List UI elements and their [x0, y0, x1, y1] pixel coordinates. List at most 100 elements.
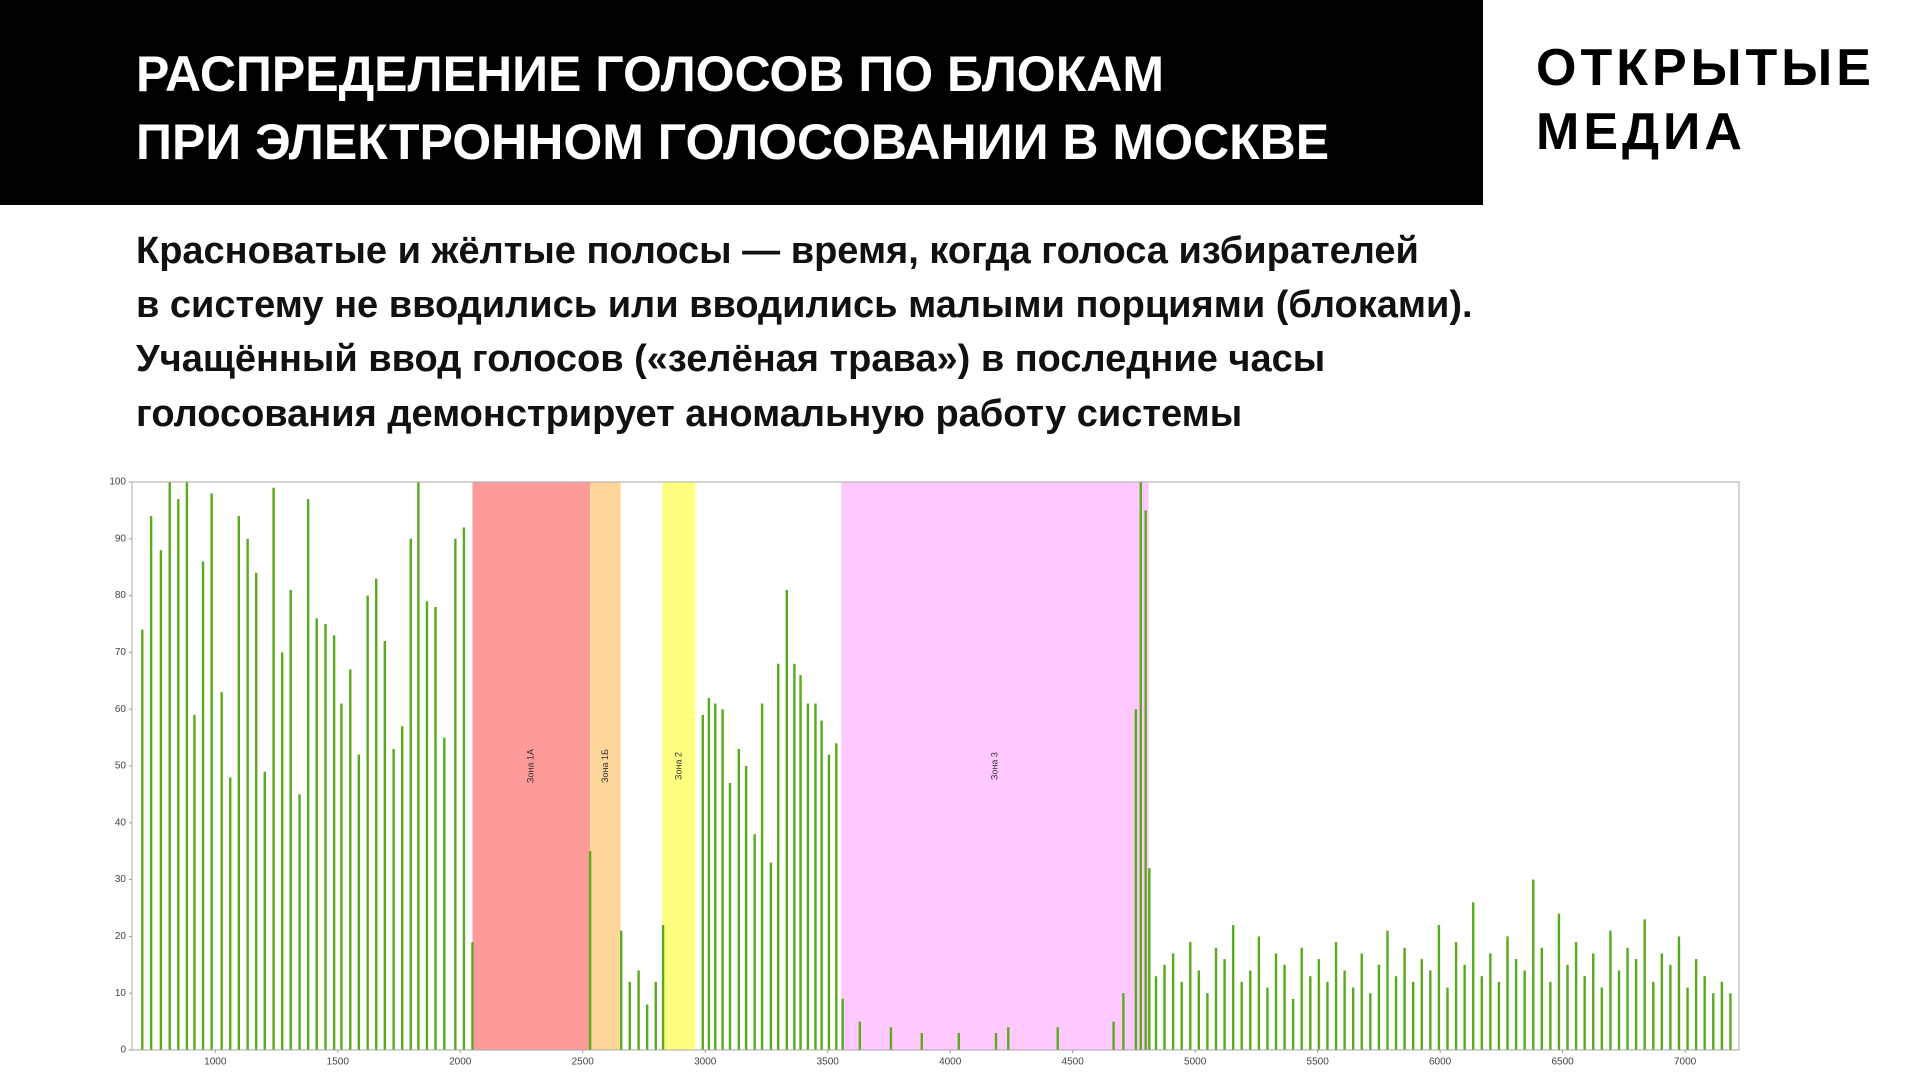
bar	[1489, 953, 1492, 1050]
bar	[1583, 976, 1586, 1050]
bar	[383, 641, 387, 1050]
bar	[1274, 953, 1278, 1050]
bar	[645, 1004, 649, 1050]
y-tick-label: 20	[115, 931, 127, 942]
bar	[349, 669, 352, 1050]
bar	[1643, 919, 1646, 1050]
bar	[409, 538, 412, 1050]
bar	[1283, 964, 1286, 1050]
bar	[957, 1032, 960, 1050]
bar	[177, 499, 180, 1050]
bar	[392, 748, 395, 1050]
bar	[793, 663, 796, 1050]
bar	[1677, 936, 1681, 1050]
bar	[1532, 879, 1535, 1050]
bar	[1617, 970, 1621, 1050]
bar	[417, 482, 420, 1050]
bar	[1712, 993, 1715, 1050]
bar	[272, 487, 275, 1050]
y-tick-label: 50	[115, 761, 127, 772]
brand-line: ОТКРЫТЫЕ	[1536, 39, 1875, 97]
bar	[628, 981, 631, 1050]
bar	[375, 578, 378, 1050]
bar	[760, 703, 764, 1050]
bar	[1189, 942, 1192, 1050]
bar	[1231, 925, 1235, 1050]
bar	[714, 703, 717, 1050]
bar	[1600, 987, 1604, 1050]
bar	[889, 1027, 893, 1050]
bar	[1472, 902, 1475, 1050]
bar	[1266, 987, 1269, 1050]
bar	[835, 743, 838, 1050]
zone-label: Зона 3	[989, 752, 999, 780]
bar	[185, 482, 189, 1050]
bar	[1660, 953, 1664, 1050]
bar	[1223, 959, 1226, 1050]
bar	[744, 766, 748, 1050]
bar	[1122, 993, 1125, 1050]
bar	[654, 981, 657, 1050]
bar	[1566, 964, 1569, 1050]
bar	[315, 618, 318, 1050]
bar	[332, 635, 336, 1050]
bar	[920, 1032, 923, 1050]
bar	[246, 538, 249, 1050]
x-tick-label: 1000	[204, 1057, 227, 1068]
bar	[280, 652, 284, 1050]
y-tick-label: 40	[115, 817, 127, 828]
bar	[1506, 936, 1509, 1050]
bar	[1291, 998, 1295, 1050]
bar	[737, 748, 740, 1050]
bar	[1317, 959, 1321, 1050]
y-tick-label: 10	[115, 988, 127, 999]
x-tick-label: 5000	[1184, 1057, 1207, 1068]
x-tick-label: 6500	[1551, 1057, 1574, 1068]
bar	[201, 561, 205, 1050]
bar	[769, 862, 773, 1050]
subtitle-line: Учащённый ввод голосов («зелёная трава»)…	[136, 338, 1326, 380]
header	[0, 0, 1483, 205]
x-tick-label: 4000	[939, 1057, 962, 1068]
bar	[1497, 981, 1501, 1050]
bar	[1403, 947, 1406, 1050]
bar	[1626, 947, 1629, 1050]
bar	[462, 527, 466, 1050]
bar	[1007, 1027, 1010, 1050]
zone	[841, 482, 1149, 1050]
bar	[820, 720, 823, 1050]
bar	[620, 930, 623, 1050]
bar	[1652, 981, 1655, 1050]
bar	[168, 482, 171, 1050]
bar	[1523, 970, 1526, 1050]
bar	[1437, 925, 1441, 1050]
bar	[753, 834, 756, 1050]
bar	[707, 697, 711, 1050]
x-tick-label: 7000	[1674, 1057, 1697, 1068]
bar	[1343, 970, 1346, 1050]
y-tick-label: 80	[115, 590, 127, 601]
bar	[1206, 993, 1209, 1050]
x-tick-label: 3500	[817, 1057, 840, 1068]
bar	[777, 663, 780, 1050]
bar	[1171, 953, 1175, 1050]
bar	[443, 737, 446, 1050]
bar	[1134, 709, 1138, 1050]
bar	[1360, 953, 1363, 1050]
bar	[357, 754, 361, 1050]
bar	[1557, 913, 1561, 1050]
bar	[1386, 930, 1389, 1050]
bar	[1540, 947, 1543, 1050]
bar	[1429, 970, 1432, 1050]
bar	[229, 777, 232, 1050]
bar	[1334, 942, 1338, 1050]
bar	[588, 851, 592, 1050]
bar	[1377, 964, 1381, 1050]
x-tick-label: 5500	[1307, 1057, 1330, 1068]
y-tick-label: 30	[115, 874, 127, 885]
bar	[254, 572, 258, 1050]
bar	[1394, 976, 1398, 1050]
bar	[1300, 947, 1303, 1050]
bar	[434, 606, 437, 1050]
zone	[662, 482, 696, 1050]
